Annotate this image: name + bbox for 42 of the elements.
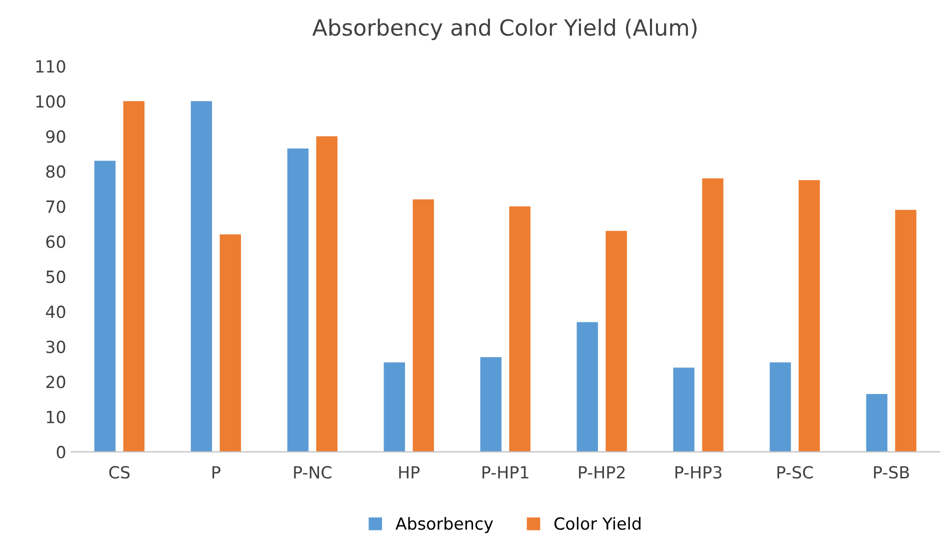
x-tick-label: P-HP2 bbox=[579, 466, 625, 478]
bar bbox=[287, 148, 309, 452]
bar bbox=[673, 368, 694, 452]
bar bbox=[606, 230, 627, 452]
y-tick-label: 90 bbox=[46, 130, 66, 143]
bar bbox=[94, 160, 116, 452]
y-tick-label: 70 bbox=[46, 200, 66, 213]
x-tick-label: P-HP3 bbox=[676, 466, 722, 479]
bar bbox=[866, 394, 888, 452]
bar bbox=[384, 362, 405, 452]
y-tick-label: 50 bbox=[46, 270, 66, 284]
y-tick-label: 100 bbox=[36, 95, 66, 108]
x-tick-label: P-SB bbox=[874, 466, 909, 479]
x-tick-label: P-SC bbox=[777, 466, 813, 479]
bar bbox=[576, 322, 598, 452]
y-tick-label: 10 bbox=[46, 410, 66, 424]
x-tick-label: P-NC bbox=[294, 466, 332, 479]
bar bbox=[316, 136, 338, 452]
bar bbox=[770, 362, 791, 452]
legend-label: Color Yield bbox=[554, 516, 640, 530]
chart-title: Absorbency and Color Yield (Alum) bbox=[312, 18, 697, 40]
y-tick-label: 110 bbox=[36, 60, 66, 73]
bar bbox=[480, 357, 502, 452]
bar bbox=[702, 178, 724, 452]
y-tick-label: 80 bbox=[46, 165, 66, 178]
y-tick-label: 0 bbox=[56, 446, 66, 458]
legend-label: Absorbency bbox=[395, 516, 494, 534]
y-tick-label: 20 bbox=[46, 376, 66, 388]
x-tick-label: CS bbox=[109, 466, 130, 479]
x-tick-label: HP bbox=[399, 466, 420, 478]
bar bbox=[509, 206, 530, 452]
bar bbox=[220, 234, 241, 452]
bar bbox=[895, 210, 916, 452]
bar bbox=[190, 101, 212, 452]
x-tick-label: P bbox=[212, 466, 220, 478]
y-tick-label: 30 bbox=[46, 340, 66, 354]
x-tick-label: P-HP1 bbox=[482, 466, 528, 478]
y-tick-label: 60 bbox=[46, 235, 66, 248]
bar bbox=[798, 180, 820, 452]
y-tick-label: 40 bbox=[46, 306, 66, 318]
bar bbox=[412, 199, 434, 452]
bar bbox=[123, 101, 144, 452]
